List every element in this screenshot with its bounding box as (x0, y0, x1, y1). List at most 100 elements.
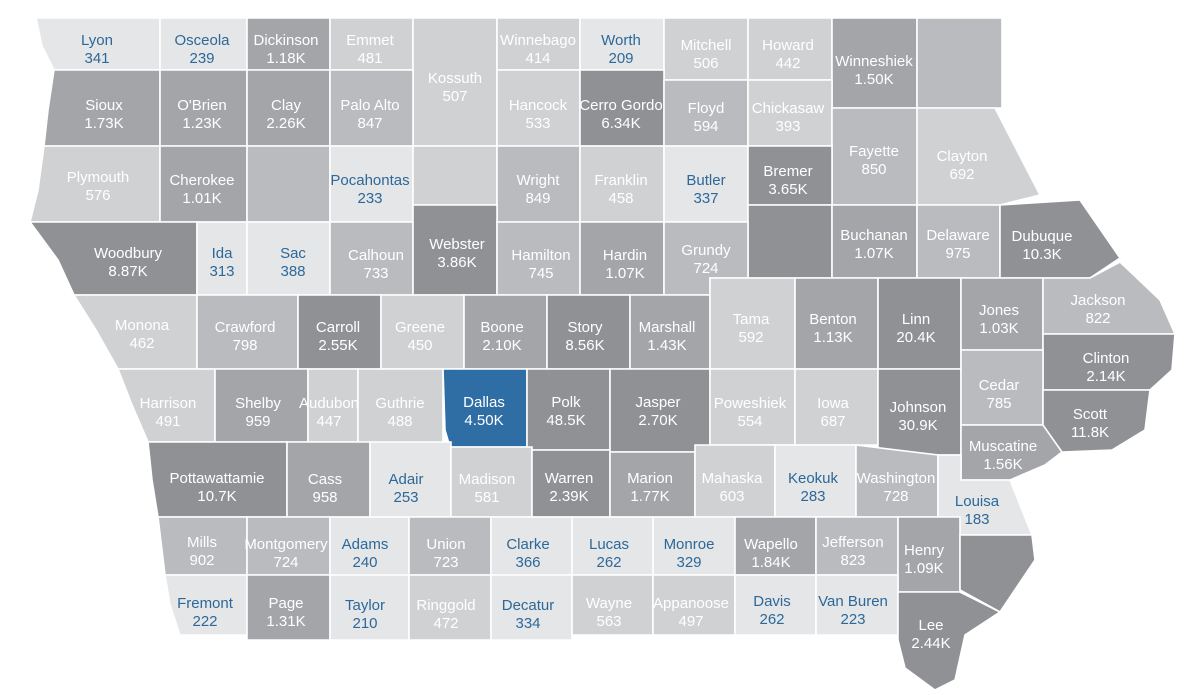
county-value-mills: 902 (189, 552, 214, 569)
county-fremont[interactable] (164, 574, 248, 636)
county-lee[interactable] (897, 591, 1002, 691)
county-buena-vista[interactable] (246, 145, 331, 223)
county-label-emmet: Emmet (346, 32, 394, 49)
county-label-linn: Linn (902, 311, 930, 328)
county-value-hamilton: 745 (528, 265, 553, 282)
county-value-cass: 958 (312, 489, 337, 506)
county-label-sac: Sac (280, 245, 306, 262)
county-label-clinton: Clinton (1083, 350, 1130, 367)
county-value-monroe: 329 (676, 554, 701, 571)
county-label-mills: Mills (187, 534, 217, 551)
county-value-carroll: 2.55K (318, 337, 357, 354)
county-decatur[interactable] (490, 574, 573, 641)
county-humboldt[interactable] (412, 145, 498, 206)
county-value-cerro-gordo: 6.34K (601, 115, 640, 132)
county-value-dickinson: 1.18K (266, 50, 305, 67)
county-label-decatur: Decatur (502, 597, 555, 614)
county-label-dallas: Dallas (463, 394, 505, 411)
county-value-lyon: 341 (84, 50, 109, 67)
county-clayton[interactable] (916, 107, 1042, 206)
county-label-jefferson: Jefferson (822, 534, 883, 551)
county-value-story: 8.56K (565, 337, 604, 354)
county-label-plymouth: Plymouth (67, 169, 130, 186)
county-label-madison: Madison (459, 471, 516, 488)
county-label-cass: Cass (308, 471, 342, 488)
county-value-marshall: 1.43K (647, 337, 686, 354)
county-value-jones: 1.03K (979, 320, 1018, 337)
county-label-jones: Jones (979, 302, 1019, 319)
counties-layer (28, 17, 1177, 691)
county-label-pottawattamie: Pottawattamie (169, 470, 264, 487)
county-label-floyd: Floyd (688, 100, 725, 117)
county-value-marion: 1.77K (630, 488, 669, 505)
county-value-iowa: 687 (820, 413, 845, 430)
county-value-shelby: 959 (245, 413, 270, 430)
county-value-henry: 1.09K (904, 560, 943, 577)
county-value-davis: 262 (759, 611, 784, 628)
county-value-linn: 20.4K (896, 329, 935, 346)
county-allamakee[interactable] (916, 17, 1003, 109)
county-label-worth: Worth (601, 32, 641, 49)
county-label-monona: Monona (115, 317, 170, 334)
county-label-butler: Butler (686, 172, 725, 189)
county-value-louisa: 183 (964, 511, 989, 528)
county-label-clay: Clay (271, 97, 302, 114)
county-value-appanoose: 497 (678, 613, 703, 630)
county-label-cerro-gordo: Cerro Gordo (579, 97, 662, 114)
county-value-lee: 2.44K (911, 635, 950, 652)
county-label-cedar: Cedar (979, 377, 1020, 394)
county-label-johnson: Johnson (890, 399, 947, 416)
county-value-delaware: 975 (945, 245, 970, 262)
county-label-marshall: Marshall (639, 319, 696, 336)
county-label-montgomery: Montgomery (244, 536, 328, 553)
county-label-harrison: Harrison (140, 395, 197, 412)
county-label-benton: Benton (809, 311, 857, 328)
county-value-cherokee: 1.01K (182, 190, 221, 207)
county-value-adams: 240 (352, 554, 377, 571)
county-label-wright: Wright (516, 172, 560, 189)
county-label-hancock: Hancock (509, 97, 568, 114)
county-value-scott: 11.8K (1071, 424, 1109, 441)
county-label-jackson: Jackson (1070, 292, 1125, 309)
county-value-sioux: 1.73K (84, 115, 123, 132)
county-value-webster: 3.86K (437, 254, 476, 271)
county-label-keokuk: Keokuk (788, 470, 839, 487)
county-value-dallas: 4.50K (464, 412, 503, 429)
county-value-kossuth: 507 (442, 88, 467, 105)
county-value-ida: 313 (209, 263, 234, 280)
county-label-crawford: Crawford (215, 319, 276, 336)
county-value-guthrie: 488 (387, 413, 412, 430)
county-value-calhoun: 733 (363, 265, 388, 282)
county-des-moines[interactable] (959, 534, 1036, 614)
county-value-floyd: 594 (693, 118, 718, 135)
county-label-ringgold: Ringgold (416, 597, 475, 614)
county-value-mahaska: 603 (719, 488, 744, 505)
county-label-guthrie: Guthrie (375, 395, 424, 412)
county-value-o-brien: 1.23K (182, 115, 221, 132)
county-label-shelby: Shelby (235, 395, 281, 412)
county-label-davis: Davis (753, 593, 791, 610)
county-value-jasper: 2.70K (638, 412, 677, 429)
county-label-webster: Webster (429, 236, 485, 253)
county-value-polk: 48.5K (546, 412, 585, 429)
county-dubuque[interactable] (999, 199, 1122, 279)
county-value-plymouth: 576 (85, 187, 110, 204)
county-label-lyon: Lyon (81, 32, 113, 49)
county-value-dubuque: 10.3K (1022, 246, 1061, 263)
county-value-mitchell: 506 (693, 55, 718, 72)
county-value-van-buren: 223 (840, 611, 865, 628)
county-value-washington: 728 (883, 488, 908, 505)
county-value-osceola: 239 (189, 50, 214, 67)
county-value-johnson: 30.9K (898, 417, 937, 434)
county-value-page: 1.31K (266, 613, 305, 630)
county-label-iowa: Iowa (817, 395, 849, 412)
county-black-hawk[interactable] (747, 204, 833, 279)
county-value-wright: 849 (525, 190, 550, 207)
county-value-tama: 592 (738, 329, 763, 346)
county-label-mahaska: Mahaska (702, 470, 764, 487)
county-value-clinton: 2.14K (1086, 368, 1125, 385)
county-value-winneshiek: 1.50K (854, 71, 893, 88)
county-value-pocahontas: 233 (357, 190, 382, 207)
